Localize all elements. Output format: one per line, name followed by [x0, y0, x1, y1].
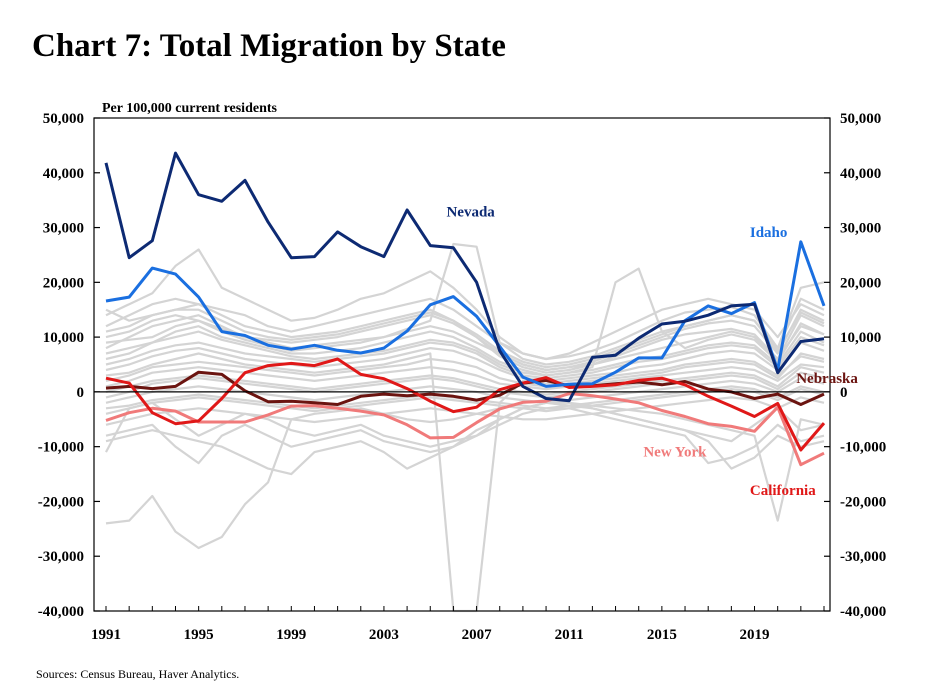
background-series-line: [105, 297, 825, 372]
background-series-line: [105, 407, 825, 465]
plot-frame: [93, 117, 831, 612]
y-tick-label-left: 40,000: [43, 166, 84, 182]
x-tick-label: 1995: [184, 627, 214, 643]
y-tick-label-left: -40,000: [38, 604, 84, 620]
y-tick-label-left: 10,000: [43, 330, 84, 346]
background-series-line: [105, 401, 825, 476]
y-tick-label-left: -20,000: [38, 494, 84, 510]
source-note: Sources: Census Bureau, Haver Analytics.: [36, 667, 240, 681]
series-line-nebraska: [105, 370, 825, 406]
background-series-line: [105, 248, 825, 361]
series-label-new-york: New York: [643, 445, 707, 461]
y-tick-label-left: -10,000: [38, 440, 84, 456]
series-label-nevada: Nevada: [446, 205, 495, 221]
background-series-line: [105, 330, 825, 377]
y-tick-label-right: 20,000: [840, 275, 881, 291]
series-line-new-york: [105, 392, 825, 467]
series-line-idaho: [105, 240, 826, 388]
y-tick-label-right: 0: [840, 385, 848, 401]
y-tick-label-left: 30,000: [43, 221, 84, 237]
axes-group: 50,000 50,000 40,000 40,000 30,000 30,000 20,0…: [38, 111, 887, 643]
background-series-line: [105, 336, 825, 380]
unit-label: Per 100,000 current residents: [102, 101, 278, 116]
y-tick-label-right: 50,000: [840, 111, 881, 127]
series-label-idaho: Idaho: [750, 225, 788, 241]
y-tick-label-right: -20,000: [840, 494, 886, 510]
highlighted-series-group: [104, 151, 826, 467]
x-tick-label: 2003: [369, 627, 399, 643]
series-label-california: California: [750, 483, 816, 499]
background-series-line: [105, 396, 825, 426]
x-tick-label: 1991: [91, 627, 121, 643]
x-tick-label: 2015: [647, 627, 677, 643]
background-series-line: [105, 352, 825, 388]
x-tick-label: 1999: [276, 627, 306, 643]
y-tick-label-right: -10,000: [840, 440, 886, 456]
background-series-line: [105, 314, 825, 372]
x-tick-label: 2007: [462, 627, 493, 643]
background-series-line: [105, 371, 825, 399]
y-tick-label-right: -30,000: [840, 549, 886, 565]
series-line-nevada: [104, 151, 825, 403]
y-tick-label-right: -40,000: [840, 604, 886, 620]
series-label-nebraska: Nebraska: [796, 371, 858, 387]
y-tick-label-right: 10,000: [840, 330, 881, 346]
y-tick-label-left: 20,000: [43, 275, 84, 291]
background-series-line: [105, 308, 825, 369]
y-tick-label-left: 0: [77, 385, 85, 401]
background-series-line: [105, 341, 825, 382]
y-tick-label-right: 40,000: [840, 166, 881, 182]
y-tick-label-right: 30,000: [840, 221, 881, 237]
background-series-group: [105, 242, 825, 613]
background-series-line: [105, 314, 825, 374]
x-tick-label: 2011: [555, 627, 584, 643]
background-series-line: [105, 363, 825, 391]
y-tick-label-left: 50,000: [43, 111, 84, 127]
background-series-line: [105, 377, 825, 404]
background-series-line: [105, 297, 825, 361]
x-tick-label: 2019: [740, 627, 770, 643]
series-labels-group: New York Nebraska California Idaho Nevada: [446, 205, 858, 499]
y-tick-label-left: -30,000: [38, 549, 84, 565]
chart-title: Chart 7: Total Migration by State: [32, 28, 506, 64]
background-series-line: [105, 267, 825, 377]
series-line-california: [105, 357, 826, 452]
